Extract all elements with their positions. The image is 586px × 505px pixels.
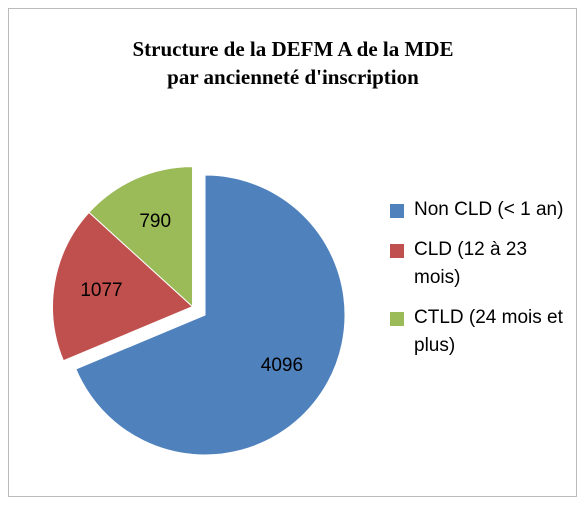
data-label: 1077 bbox=[80, 280, 122, 301]
legend-label: CLD (12 à 23 mois) bbox=[414, 239, 528, 288]
legend-item: CLD (12 à 23 mois) bbox=[390, 236, 570, 292]
legend: Non CLD (< 1 an) CLD (12 à 23 mois) CTLD (… bbox=[390, 196, 570, 372]
pie-slice bbox=[52, 211, 194, 362]
pie-slice bbox=[88, 166, 194, 308]
legend-item: Non CLD (< 1 an) bbox=[390, 196, 570, 224]
chart-title: par ancienneté d'inscription bbox=[167, 65, 419, 89]
chart-title: Structure de la DEFM A de la MDE bbox=[132, 37, 453, 61]
legend-item: CTLD (24 mois et plus) bbox=[390, 304, 570, 360]
legend-swatch bbox=[390, 204, 404, 218]
data-label: 4096 bbox=[261, 355, 303, 376]
legend-swatch bbox=[390, 312, 404, 326]
legend-label: CTLD (24 mois et plus) bbox=[414, 307, 563, 356]
data-label: 790 bbox=[139, 211, 171, 232]
legend-swatch bbox=[390, 244, 404, 258]
pie-slice bbox=[75, 174, 346, 456]
legend-label: Non CLD (< 1 an) bbox=[414, 199, 564, 220]
